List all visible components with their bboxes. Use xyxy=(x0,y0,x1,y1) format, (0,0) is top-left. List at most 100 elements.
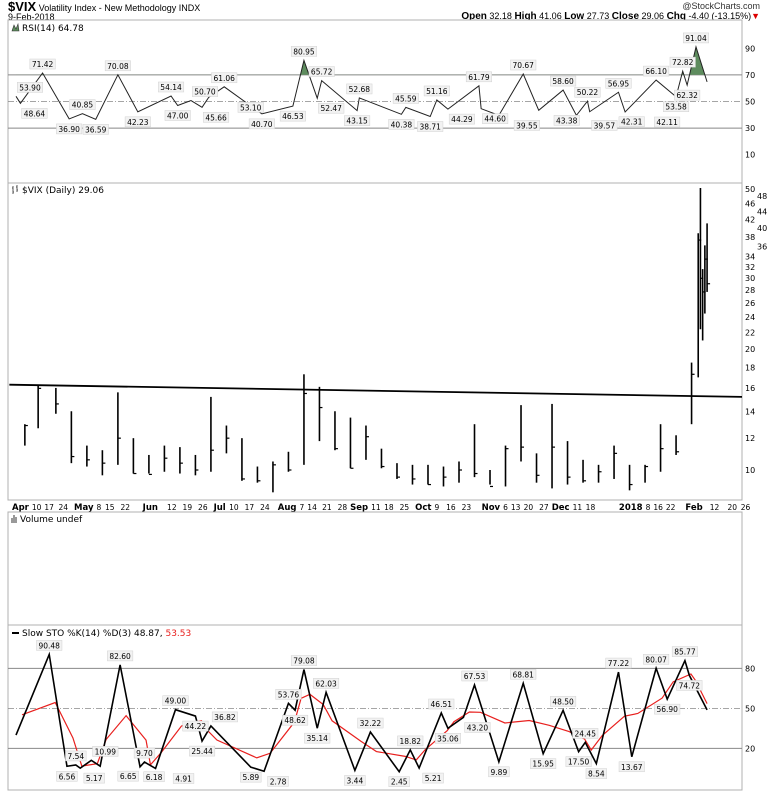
sto-label-box xyxy=(434,733,461,744)
sto-label-box xyxy=(211,711,238,723)
sto-label-box xyxy=(388,776,410,787)
rsi-label: 80.95 xyxy=(293,47,315,56)
rsi-label: 46.53 xyxy=(282,112,304,121)
rsi-label-box xyxy=(669,56,696,68)
stochastic-title: Slow STO %K(14) %D(3) 48.87, 53.53 xyxy=(22,629,191,639)
price-bar xyxy=(117,392,121,465)
price-bar xyxy=(520,405,525,462)
price-bar xyxy=(396,463,400,479)
rsi-label-box xyxy=(605,78,632,89)
exchange: INDX xyxy=(178,3,201,13)
date-tick: 8 xyxy=(646,503,651,512)
rsi-icon xyxy=(11,22,20,32)
stochastic-title-k: Slow STO %K(14) %D(3) 48.87, xyxy=(22,629,163,639)
date-tick: 22 xyxy=(666,503,676,512)
price-bar xyxy=(225,425,230,454)
rsi-label: 40.38 xyxy=(391,120,413,129)
rsi-label-box xyxy=(191,86,218,97)
rsi-label: 40.70 xyxy=(251,120,273,129)
volume-panel-border xyxy=(7,511,743,626)
sto-label-box xyxy=(290,655,317,666)
price-ytick: 46 xyxy=(745,200,755,209)
date-tick: 9 xyxy=(434,503,439,512)
security-name: Volatility Index - New Methodology xyxy=(38,3,177,13)
price-bar xyxy=(179,447,183,474)
price-bar xyxy=(675,435,680,455)
rsi-label: 47.00 xyxy=(167,111,189,120)
price-bar xyxy=(473,424,478,478)
sto-label-box xyxy=(550,696,577,707)
sto-label-box xyxy=(92,746,119,757)
sto-ytick: 80 xyxy=(745,664,755,673)
rsi-panel: RSI(14) 64.78 90 70 50 30 10 53.90 48.64 71.42 3… xyxy=(7,19,755,184)
date-tick: May xyxy=(74,503,94,513)
rsi-ytick: 50 xyxy=(745,98,755,107)
sto-label: 5.17 xyxy=(86,774,103,783)
rsi-label-box xyxy=(82,124,109,135)
price-bar xyxy=(70,411,75,464)
date-tick: 20 xyxy=(524,503,534,512)
sto-label-box xyxy=(654,703,681,715)
price-bar xyxy=(628,464,633,491)
rsi-label-box xyxy=(279,110,306,122)
date-tick: Apr xyxy=(12,503,30,513)
rsi-label-box xyxy=(465,71,492,83)
sto-label: 25.44 xyxy=(191,747,213,756)
sto-label-box xyxy=(275,689,302,700)
rsi-label-box xyxy=(318,102,345,114)
date-tick: 20 xyxy=(727,503,737,512)
price-bar xyxy=(334,411,338,451)
price-bar xyxy=(613,445,618,479)
price-bar xyxy=(55,387,59,414)
sto-label-box xyxy=(162,695,189,706)
price-bar xyxy=(37,384,42,429)
price-ytick: 22 xyxy=(745,328,755,337)
rsi-label-box xyxy=(448,113,475,125)
sto-label: 32.22 xyxy=(360,719,382,728)
sto-label-box xyxy=(428,698,455,710)
rsi-label-box xyxy=(124,116,151,128)
rsi-label-box xyxy=(104,60,131,72)
price-bar xyxy=(566,441,571,485)
price-bar xyxy=(659,424,664,472)
rsi-label-box xyxy=(69,99,96,110)
date-tick: 12 xyxy=(167,503,177,512)
sto-label: 6.18 xyxy=(146,773,163,782)
sto-label-box xyxy=(143,771,165,783)
stochastic-panel: Slow STO %K(14) %D(3) 48.87, 53.53 80 50 2… xyxy=(7,624,755,791)
date-tick: 18 xyxy=(384,503,394,512)
rsi-label-box xyxy=(553,115,580,126)
rsi-label: 91.04 xyxy=(685,34,707,43)
sto-label-box xyxy=(282,714,309,726)
sto-label: 15.95 xyxy=(532,760,554,769)
chart-date: 9-Feb-2018 xyxy=(8,12,55,22)
rsi-label: 50.22 xyxy=(577,88,599,97)
sto-label-box xyxy=(397,735,424,747)
chart-title: $VIX Volatility Index - New Methodology … xyxy=(8,0,200,13)
rsi-label-box xyxy=(21,108,48,119)
price-bar xyxy=(411,464,416,485)
stochastic-title-d: 53.53 xyxy=(165,629,191,639)
sto-label-box xyxy=(189,745,216,757)
rsi-label: 54.14 xyxy=(160,83,182,92)
price-bar xyxy=(690,362,695,425)
sto-label-box xyxy=(133,747,156,759)
rsi-label: 48.64 xyxy=(24,109,46,118)
sto-label-box xyxy=(83,772,105,784)
volume-title: Volume undef xyxy=(20,515,83,525)
date-tick: 16 xyxy=(446,503,456,512)
rsi-label: 53.90 xyxy=(19,83,41,92)
price-bar xyxy=(365,425,369,460)
sto-label: 6.56 xyxy=(59,772,76,781)
price-bar xyxy=(597,464,602,483)
price-bar xyxy=(442,466,447,487)
sto-label: 5.89 xyxy=(242,773,259,782)
sto-label: 6.65 xyxy=(120,772,137,781)
sto-label-box xyxy=(671,646,698,657)
rsi-label-box xyxy=(654,116,681,128)
date-tick: 17 xyxy=(245,503,255,512)
sto-label-box xyxy=(304,732,331,744)
price-bar xyxy=(24,424,28,446)
sto-label: 43.20 xyxy=(467,723,489,732)
date-tick: 18 xyxy=(586,503,596,512)
